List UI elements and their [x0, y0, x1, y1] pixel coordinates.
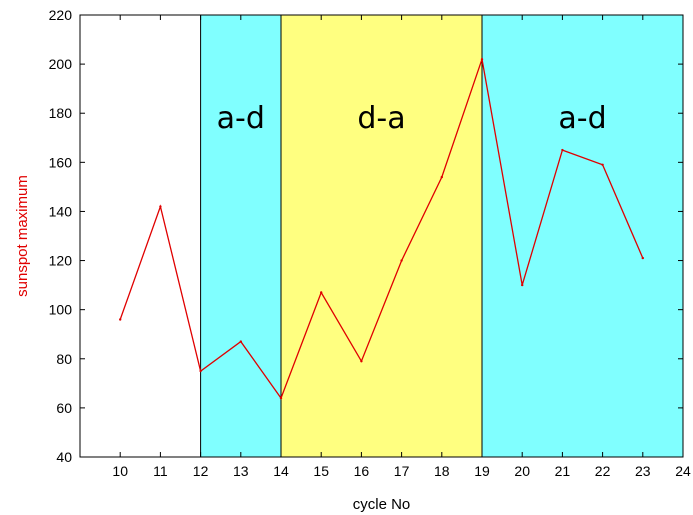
- x-tick-label: 20: [514, 463, 530, 479]
- x-tick-label: 18: [434, 463, 450, 479]
- y-tick-label: 220: [49, 7, 73, 23]
- plot-frame: [79, 14, 684, 458]
- data-point: [561, 148, 564, 152]
- series-layer: [119, 58, 644, 400]
- y-tick-label: 100: [49, 302, 73, 318]
- data-point: [159, 205, 162, 208]
- axis-ticks: 10 11 12 13 14 15 16 17 18 19 20 21 22 23 24 40 60 80 100 1…: [49, 7, 691, 479]
- x-tick-label: 21: [555, 463, 571, 479]
- x-tick-label: 14: [273, 463, 289, 479]
- x-tick-label: 23: [635, 463, 651, 479]
- y-tick-label: 180: [49, 105, 73, 121]
- data-point: [360, 360, 363, 363]
- x-axis-title: cycle No: [353, 496, 411, 513]
- band-label-2: a-d: [558, 101, 606, 136]
- data-point: [521, 283, 524, 287]
- band-0: [200, 14, 282, 458]
- data-point: [320, 291, 323, 294]
- y-tick-label: 120: [49, 253, 73, 269]
- y-tick-label: 140: [49, 203, 73, 219]
- y-tick-label: 200: [49, 56, 73, 72]
- y-tick-label: 40: [56, 449, 72, 465]
- band-2: [481, 14, 684, 458]
- x-tick-label: 11: [153, 463, 168, 479]
- data-point: [199, 369, 202, 373]
- series-line-0: [119, 58, 644, 400]
- band-label-0: a-d: [217, 101, 265, 136]
- data-point: [400, 259, 403, 262]
- x-tick-label: 12: [193, 463, 209, 479]
- band-labels: a-d d-a a-d: [217, 101, 607, 136]
- x-tick-label: 15: [313, 463, 329, 479]
- data-point: [601, 163, 604, 166]
- x-tick-label: 10: [112, 463, 128, 479]
- data-point: [440, 175, 443, 179]
- x-tick-label: 19: [474, 463, 490, 479]
- y-tick-label: 80: [56, 351, 72, 367]
- band-layer: [200, 14, 684, 458]
- data-point: [480, 58, 484, 61]
- x-tick-label: 16: [354, 463, 370, 479]
- x-tick-label: 24: [675, 463, 691, 479]
- data-point: [239, 340, 242, 343]
- data-point: [119, 318, 122, 321]
- x-tick-label: 22: [595, 463, 611, 479]
- plot-border: [79, 14, 684, 458]
- band-label-1: d-a: [357, 101, 405, 136]
- data-point: [641, 256, 644, 260]
- data-point: [279, 396, 283, 400]
- band-1: [280, 14, 483, 458]
- y-tick-label: 160: [49, 154, 73, 170]
- y-tick-label: 60: [56, 400, 72, 416]
- y-axis-title: sunspot maximum: [14, 175, 31, 297]
- x-tick-label: 17: [394, 463, 410, 479]
- x-tick-label: 13: [233, 463, 249, 479]
